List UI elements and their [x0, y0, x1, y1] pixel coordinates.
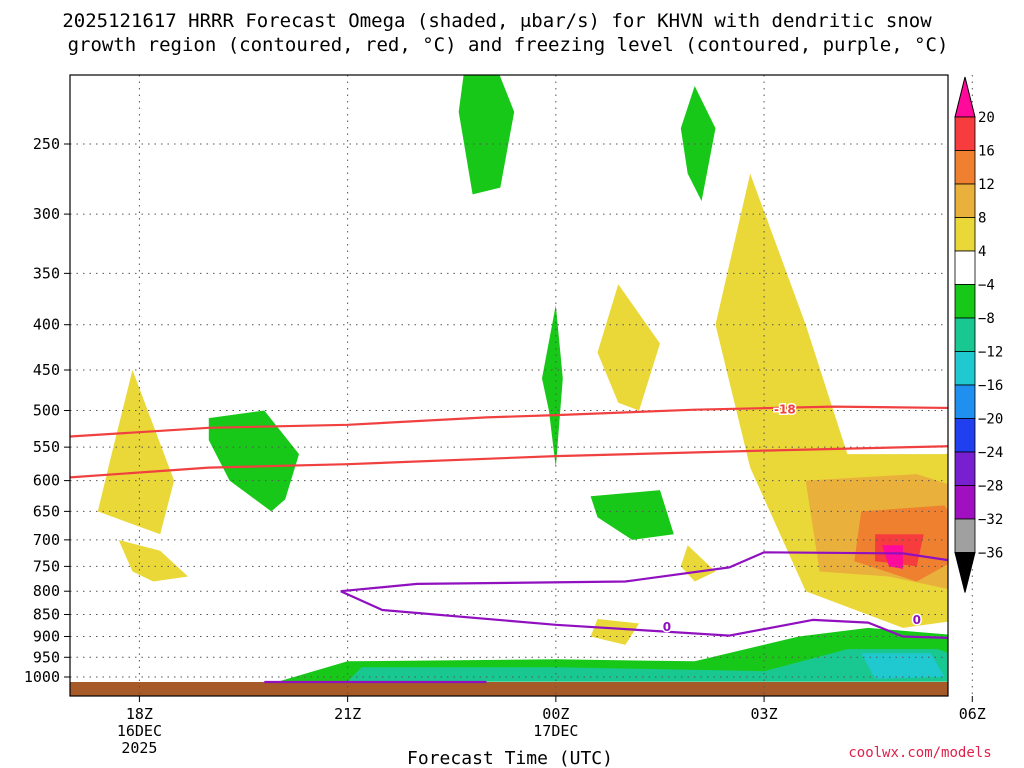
colorbar-label-3: 8 — [978, 211, 986, 227]
omega-region-10 — [597, 284, 660, 411]
colorbar-bin-9 — [954, 384, 976, 419]
y-tick-label-850: 850 — [33, 606, 60, 624]
y-tick-label-500: 500 — [33, 402, 60, 420]
colorbar-bin-12 — [954, 485, 976, 520]
ground-terrain — [70, 682, 948, 696]
y-axis-ticks: 250 300 350 400 450 500 550 600 650 700 750 800 850 9… — [24, 135, 70, 686]
contour-label-4: 0 — [913, 613, 921, 627]
colorbar-bin-7 — [954, 317, 976, 352]
omega-region-11 — [680, 545, 716, 582]
x-tick-label-06Z: 06Z — [959, 705, 986, 723]
x-tick-date-00Z: 17DEC — [533, 722, 578, 740]
contour-label-0: -18 — [774, 403, 796, 417]
x-tick-label-00Z: 00Z — [542, 705, 569, 723]
colorbar-label-11: −28 — [978, 479, 1003, 495]
plot-frame — [69, 74, 949, 697]
omega-region-12 — [590, 619, 640, 645]
x-tick-label-03Z: 03Z — [751, 705, 778, 723]
colorbar-bin-5 — [954, 250, 976, 285]
colorbar-bottom-arrow — [954, 552, 976, 593]
colorbar-label-6: −8 — [978, 311, 995, 327]
colorbar-label-7: −12 — [978, 345, 1003, 361]
colorbar-label-9: −20 — [978, 412, 1003, 428]
colorbar-bin-4 — [954, 217, 976, 252]
omega-region-23 — [347, 649, 948, 682]
omega-region-1 — [680, 86, 716, 202]
y-tick-label-800: 800 — [33, 582, 60, 600]
colorbar-bin-6 — [954, 284, 976, 319]
colorbar-label-12: −32 — [978, 512, 1003, 528]
x-tick-year-18Z: 2025 — [121, 739, 157, 757]
colorbar-bin-3 — [954, 183, 976, 218]
x-axis-label: Forecast Time (UTC) — [407, 748, 613, 768]
colorbar-label-4: 4 — [978, 244, 986, 260]
omega-region-8 — [97, 370, 175, 535]
omega-region-9 — [118, 539, 188, 582]
colorbar-bin-1 — [954, 116, 976, 151]
colorbar-label-2: 12 — [978, 177, 995, 193]
x-axis-ticks: 18Z16DEC202521Z00Z17DEC03Z06Z09Z — [117, 696, 986, 757]
omega-region-21 — [882, 545, 903, 569]
contour-3 — [340, 590, 948, 639]
omega-region-4 — [208, 410, 299, 512]
y-tick-label-300: 300 — [33, 205, 60, 223]
colorbar-bin-2 — [954, 150, 976, 185]
colorbar: 20 16 12 8 4 −4 −8 −12 −16 −20 −24 −28 −32 −36 — [954, 76, 1003, 593]
omega-region-0 — [458, 75, 515, 195]
contour-0 — [70, 405, 948, 438]
x-tick-date-18Z: 16DEC — [117, 722, 162, 740]
y-tick-label-700: 700 — [33, 531, 60, 549]
contour-2 — [340, 551, 948, 593]
colorbar-bin-10 — [954, 418, 976, 453]
colorbar-bin-8 — [954, 351, 976, 386]
colorbar-label-13: −36 — [978, 546, 1003, 562]
y-tick-label-250: 250 — [33, 135, 60, 153]
y-tick-label-550: 550 — [33, 438, 60, 456]
y-tick-label-600: 600 — [33, 472, 60, 490]
x-tick-label-21Z: 21Z — [334, 705, 361, 723]
colorbar-label-8: −16 — [978, 378, 1003, 394]
contour-lines: -18-180000 — [70, 401, 948, 684]
omega-region-5 — [590, 490, 674, 540]
colorbar-label-0: 20 — [978, 110, 995, 126]
omega-region-3 — [542, 305, 563, 468]
y-tick-label-400: 400 — [33, 316, 60, 334]
colorbar-label-1: 16 — [978, 144, 995, 160]
colorbar-bin-11 — [954, 451, 976, 486]
y-tick-label-900: 900 — [33, 627, 60, 645]
omega-shading — [97, 75, 948, 682]
chart-title-line2: growth region (contoured, red, °C) and f… — [68, 34, 949, 56]
chart-title-line1: 2025121617 HRRR Forecast Omega (shaded, … — [62, 10, 932, 32]
x-tick-label-18Z: 18Z — [126, 705, 153, 723]
y-tick-label-650: 650 — [33, 502, 60, 520]
colorbar-label-5: −4 — [978, 278, 995, 294]
y-tick-label-950: 950 — [33, 648, 60, 666]
colorbar-label-10: −24 — [978, 445, 1003, 461]
omega-region-24 — [861, 653, 945, 679]
y-tick-label-750: 750 — [33, 557, 60, 575]
y-tick-label-1000: 1000 — [24, 668, 60, 686]
y-tick-label-450: 450 — [33, 361, 60, 379]
credit-text: coolwx.com/models — [848, 745, 991, 761]
contour-1 — [70, 445, 948, 479]
colorbar-bin-13 — [954, 518, 976, 553]
contour-label-3: 0 — [663, 620, 671, 634]
y-tick-label-350: 350 — [33, 264, 60, 282]
